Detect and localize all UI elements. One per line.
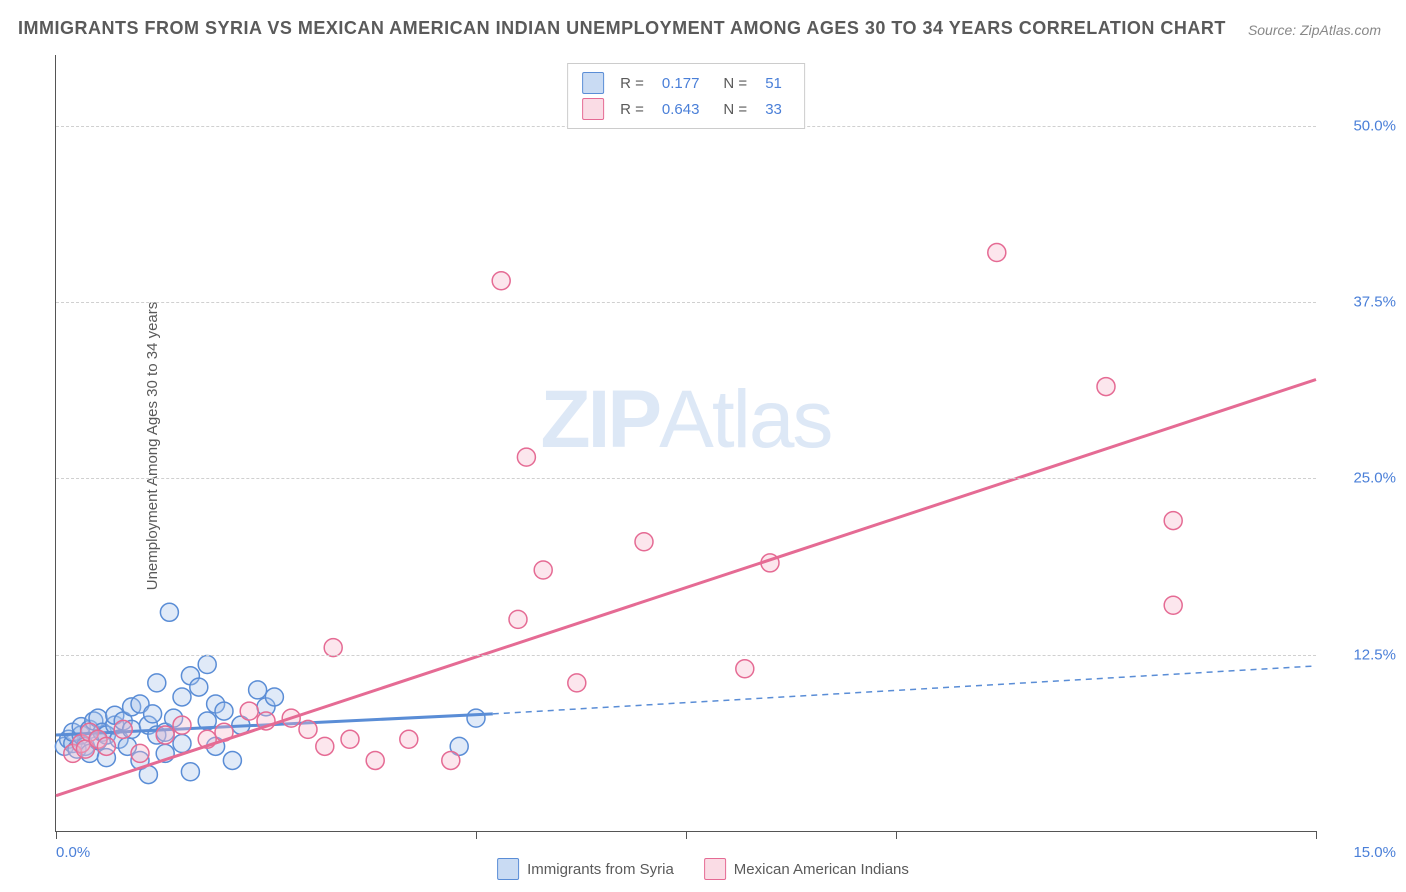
x-tick [476,831,477,839]
data-point [1097,378,1115,396]
swatch-pink-icon [704,858,726,880]
data-point [265,688,283,706]
data-point [517,448,535,466]
swatch-blue-icon [497,858,519,880]
r-label: R = [620,75,644,92]
gridline [56,478,1316,479]
gridline [56,655,1316,656]
y-tick-label: 25.0% [1326,470,1396,487]
data-point [366,751,384,769]
data-point [467,709,485,727]
data-point [568,674,586,692]
data-point [156,726,174,744]
data-point [198,656,216,674]
data-point [249,681,267,699]
gridline [56,302,1316,303]
y-tick-label: 50.0% [1326,117,1396,134]
legend-label-pink: Mexican American Indians [734,861,909,878]
series-legend: Immigrants from Syria Mexican American I… [497,858,909,880]
data-point [492,272,510,290]
n-value-pink: 33 [765,101,782,118]
data-point [173,688,191,706]
chart-title: IMMIGRANTS FROM SYRIA VS MEXICAN AMERICA… [18,18,1226,39]
swatch-pink-icon [582,98,604,120]
chart-container: IMMIGRANTS FROM SYRIA VS MEXICAN AMERICA… [0,0,1406,892]
legend-item-blue: Immigrants from Syria [497,858,674,880]
data-point [1164,512,1182,530]
data-point [299,720,317,738]
trendline-extrapolated [493,666,1316,714]
y-tick-label: 12.5% [1326,646,1396,663]
y-tick-label: 37.5% [1326,293,1396,310]
data-point [316,737,334,755]
x-tick [1316,831,1317,839]
n-label: N = [723,75,747,92]
r-label: R = [620,101,644,118]
data-point [114,720,132,738]
data-point [240,702,258,720]
legend-row-blue: R = 0.177 N = 51 [582,70,790,96]
x-tick [56,831,57,839]
legend-label-blue: Immigrants from Syria [527,861,674,878]
n-value-blue: 51 [765,75,782,92]
data-point [144,705,162,723]
data-point [190,678,208,696]
data-point [215,702,233,720]
data-point [442,751,460,769]
source-attribution: Source: ZipAtlas.com [1248,22,1381,38]
r-value-blue: 0.177 [662,75,700,92]
data-point [509,610,527,628]
data-point [173,735,191,753]
data-point [400,730,418,748]
data-point [1164,596,1182,614]
data-point [635,533,653,551]
n-label: N = [723,101,747,118]
trendline [56,380,1316,796]
data-point [736,660,754,678]
data-point [131,744,149,762]
plot-svg [56,55,1316,831]
data-point [160,603,178,621]
plot-area: ZIPAtlas R = 0.177 N = 51 R = 0.643 N = … [55,55,1316,832]
data-point [988,244,1006,262]
swatch-blue-icon [582,72,604,94]
data-point [148,674,166,692]
correlation-legend: R = 0.177 N = 51 R = 0.643 N = 33 [567,63,805,129]
legend-item-pink: Mexican American Indians [704,858,909,880]
data-point [181,763,199,781]
legend-row-pink: R = 0.643 N = 33 [582,96,790,122]
x-tick [686,831,687,839]
x-tick-label: 0.0% [56,844,90,861]
data-point [173,716,191,734]
data-point [534,561,552,579]
data-point [341,730,359,748]
data-point [223,751,241,769]
data-point [97,737,115,755]
x-tick [896,831,897,839]
x-tick-label: 15.0% [1326,844,1396,861]
r-value-pink: 0.643 [662,101,700,118]
